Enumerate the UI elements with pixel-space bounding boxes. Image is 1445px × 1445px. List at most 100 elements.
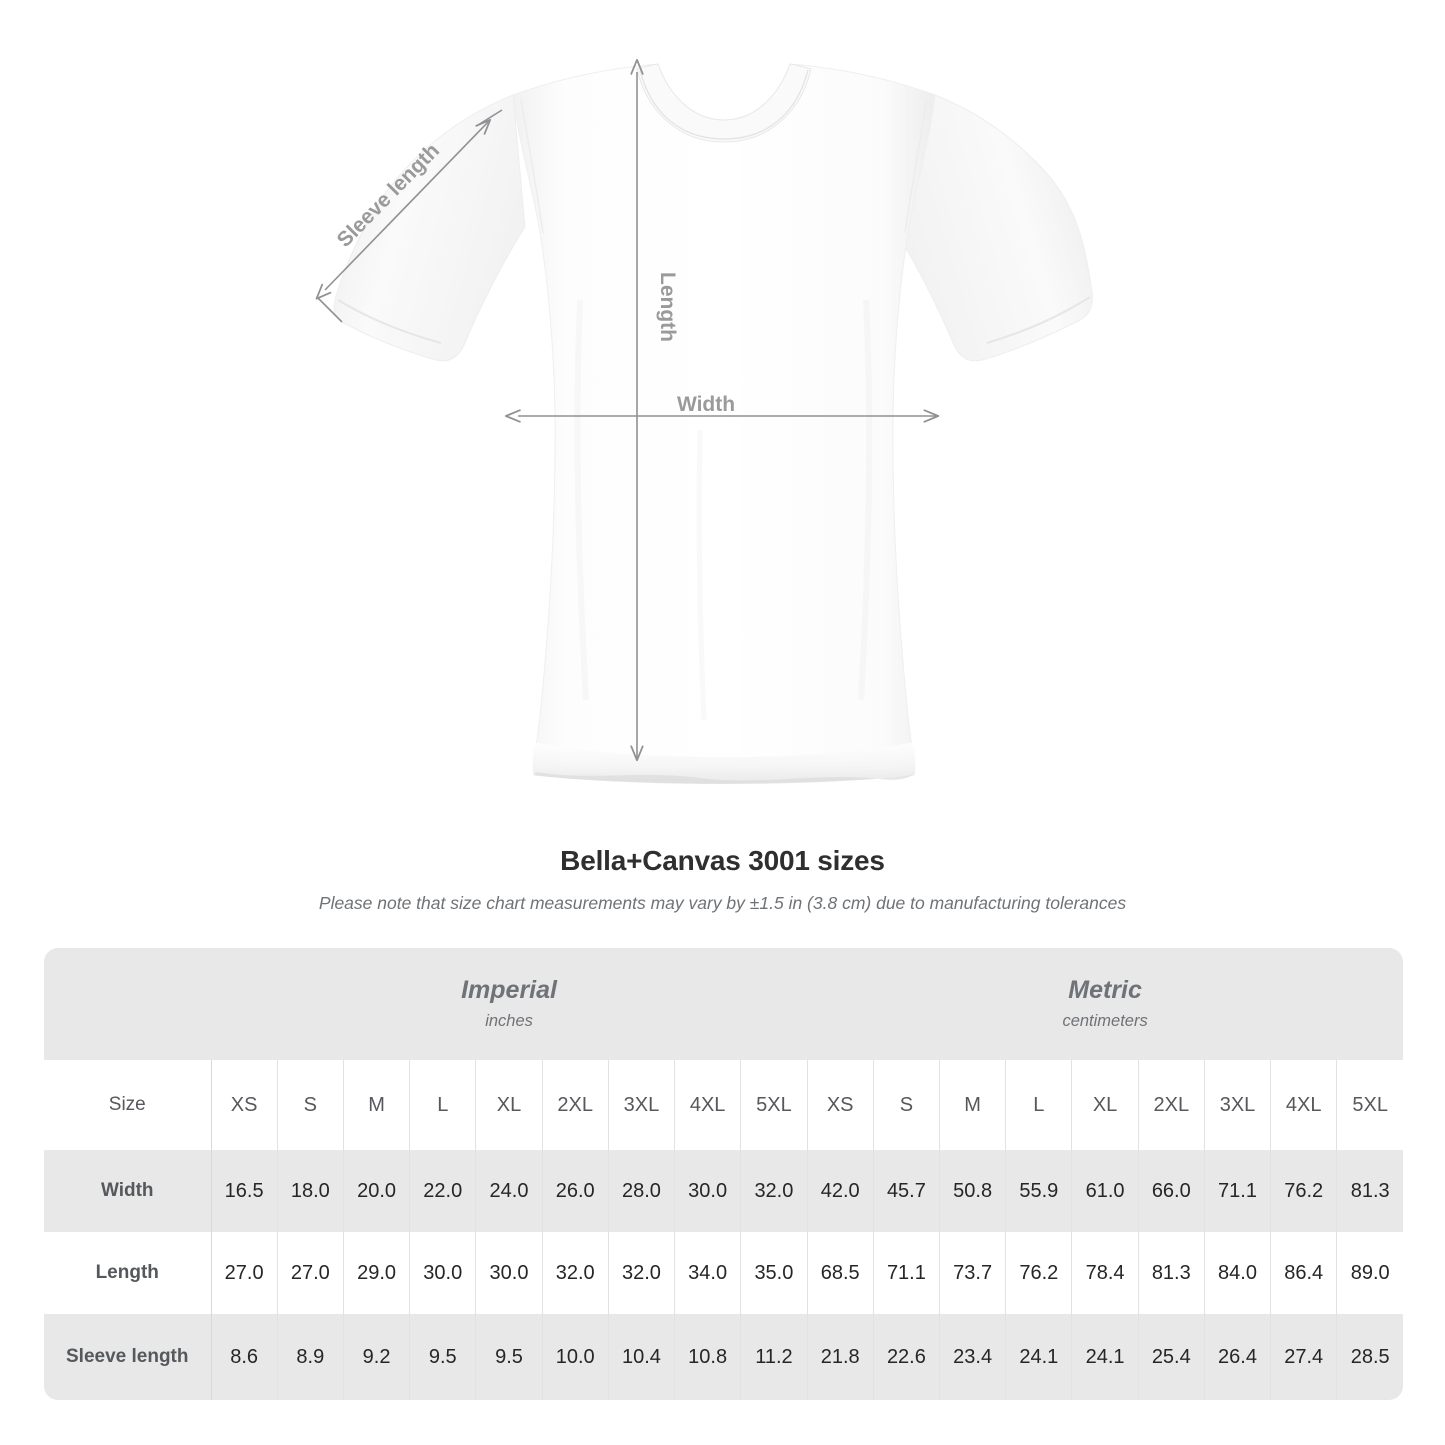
cell-length-metric-5xl: 89.0 — [1336, 1232, 1404, 1314]
cell-length-imperial-2xl: 32.0 — [541, 1232, 609, 1314]
cell-length-imperial-m: 29.0 — [342, 1232, 410, 1314]
cell-length-metric-s: 71.1 — [872, 1232, 940, 1314]
length-label: Length — [656, 272, 679, 342]
page-title: Bella+Canvas 3001 sizes — [560, 845, 885, 876]
cell-sleeve-metric-m: 23.4 — [939, 1314, 1006, 1400]
size-header-imperial-3xl: 3XL — [607, 1060, 675, 1150]
cell-length-imperial-3xl: 32.0 — [607, 1232, 675, 1314]
cell-length-imperial-s: 27.0 — [276, 1232, 344, 1314]
cell-sleeve-imperial-xs: 8.6 — [210, 1314, 278, 1400]
size-header-metric-5xl: 5XL — [1336, 1060, 1404, 1150]
right-cuff — [986, 296, 1091, 344]
size-header-metric-l: L — [1005, 1060, 1072, 1150]
group-header-imperial: Imperial inches — [211, 948, 808, 1060]
cell-sleeve-imperial-3xl: 10.4 — [607, 1314, 675, 1400]
size-header-imperial-2xl: 2XL — [541, 1060, 609, 1150]
cell-sleeve-imperial-5xl: 11.2 — [740, 1314, 808, 1400]
size-header-metric-xl: XL — [1071, 1060, 1139, 1150]
left-cuff — [337, 299, 442, 344]
right-shoulder-seam — [904, 98, 928, 234]
cell-width-imperial-3xl: 28.0 — [607, 1150, 675, 1232]
cell-sleeve-imperial-l: 9.5 — [409, 1314, 476, 1400]
cell-length-metric-l: 76.2 — [1005, 1232, 1072, 1314]
cell-length-imperial-l: 30.0 — [409, 1232, 476, 1314]
cell-length-imperial-5xl: 35.0 — [740, 1232, 808, 1314]
cell-sleeve-metric-3xl: 26.4 — [1203, 1314, 1271, 1400]
size-header-metric-4xl: 4XL — [1270, 1060, 1337, 1150]
cell-sleeve-metric-4xl: 27.4 — [1270, 1314, 1337, 1400]
chart-heading-block: Bella+Canvas 3001 sizes Please note that… — [0, 845, 1445, 914]
group-subtitle-imperial: inches — [485, 1012, 533, 1031]
size-header-imperial-xl: XL — [475, 1060, 543, 1150]
width-annotation: Width — [504, 393, 940, 423]
left-shoulder-seam — [520, 98, 544, 234]
cell-sleeve-metric-s: 22.6 — [872, 1314, 940, 1400]
cell-length-imperial-xl: 30.0 — [475, 1232, 543, 1314]
group-header-metric: Metric centimeters — [807, 948, 1404, 1060]
size-header-metric-2xl: 2XL — [1137, 1060, 1205, 1150]
size-header-metric-s: S — [872, 1060, 940, 1150]
neckline-inner-line — [639, 69, 809, 140]
measurement-tolerance-note: Please note that size chart measurements… — [318, 893, 1127, 913]
group-title-metric: Metric — [1068, 975, 1142, 1004]
tshirt-illustration — [333, 63, 1093, 784]
cell-length-metric-m: 73.7 — [939, 1232, 1006, 1314]
group-subtitle-metric: centimeters — [1062, 1012, 1148, 1031]
size-header-imperial-m: M — [342, 1060, 410, 1150]
size-header-imperial-xs: XS — [210, 1060, 278, 1150]
right-sleeve — [892, 94, 1093, 362]
cell-sleeve-metric-xs: 21.8 — [806, 1314, 874, 1400]
cell-length-metric-4xl: 86.4 — [1270, 1232, 1337, 1314]
cell-width-metric-l: 55.9 — [1005, 1150, 1072, 1232]
cell-width-metric-xl: 61.0 — [1071, 1150, 1139, 1232]
cell-width-imperial-4xl: 30.0 — [674, 1150, 741, 1232]
hem-band — [532, 742, 916, 783]
cell-sleeve-imperial-s: 8.9 — [276, 1314, 344, 1400]
cell-width-imperial-5xl: 32.0 — [740, 1150, 808, 1232]
cell-width-metric-s: 45.7 — [872, 1150, 940, 1232]
cell-sleeve-imperial-2xl: 10.0 — [541, 1314, 609, 1400]
table-row: Width 16.5 18.0 20.0 22.0 24.0 26.0 28.0… — [44, 1150, 1404, 1232]
cell-length-metric-xl: 78.4 — [1071, 1232, 1139, 1314]
cell-sleeve-imperial-xl: 9.5 — [475, 1314, 543, 1400]
cell-length-metric-xs: 68.5 — [806, 1232, 874, 1314]
table-row: Length 27.0 27.0 29.0 30.0 30.0 32.0 32.… — [44, 1232, 1404, 1314]
table-row: Sleeve length 8.6 8.9 9.2 9.5 9.5 10.0 1… — [44, 1314, 1404, 1400]
cell-width-imperial-xl: 24.0 — [475, 1150, 543, 1232]
cell-sleeve-imperial-m: 9.2 — [342, 1314, 410, 1400]
cell-width-metric-3xl: 71.1 — [1203, 1150, 1271, 1232]
cell-length-metric-2xl: 81.3 — [1137, 1232, 1205, 1314]
cell-width-metric-4xl: 76.2 — [1270, 1150, 1337, 1232]
size-header-row: Size XS S M L XL 2XL 3XL 4XL 5XL XS S M … — [44, 1060, 1404, 1150]
cell-sleeve-metric-l: 24.1 — [1005, 1314, 1072, 1400]
size-table: Imperial inches Metric centimeters Size … — [44, 948, 1404, 1400]
cell-length-metric-3xl: 84.0 — [1203, 1232, 1271, 1314]
size-column-label: Size — [44, 1060, 211, 1150]
unit-group-header-row: Imperial inches Metric centimeters — [44, 948, 1404, 1060]
cell-width-metric-m: 50.8 — [939, 1150, 1006, 1232]
cell-width-metric-xs: 42.0 — [806, 1150, 874, 1232]
size-header-metric-xs: XS — [806, 1060, 874, 1150]
cell-sleeve-metric-5xl: 28.5 — [1336, 1314, 1404, 1400]
size-header-imperial-s: S — [276, 1060, 344, 1150]
cell-length-imperial-xs: 27.0 — [210, 1232, 278, 1314]
size-table-container: Imperial inches Metric centimeters Size … — [44, 948, 1404, 1400]
cell-width-imperial-l: 22.0 — [409, 1150, 476, 1232]
cell-width-imperial-s: 18.0 — [276, 1150, 344, 1232]
size-header-metric-3xl: 3XL — [1203, 1060, 1271, 1150]
row-label-sleeve-length: Sleeve length — [44, 1314, 211, 1400]
tshirt-diagram: Sleeve length Length Width — [315, 58, 1093, 784]
cell-length-imperial-4xl: 34.0 — [674, 1232, 741, 1314]
cell-width-imperial-2xl: 26.0 — [541, 1150, 609, 1232]
size-header-metric-m: M — [939, 1060, 1006, 1150]
row-label-length: Length — [44, 1232, 211, 1314]
group-title-imperial: Imperial — [461, 975, 557, 1004]
fabric-folds — [574, 299, 873, 721]
width-label: Width — [677, 393, 735, 416]
sleeve-length-arrow — [315, 118, 492, 300]
cell-width-metric-2xl: 66.0 — [1137, 1150, 1205, 1232]
cell-width-metric-5xl: 81.3 — [1336, 1150, 1404, 1232]
size-header-imperial-5xl: 5XL — [740, 1060, 808, 1150]
row-label-width: Width — [44, 1150, 211, 1232]
